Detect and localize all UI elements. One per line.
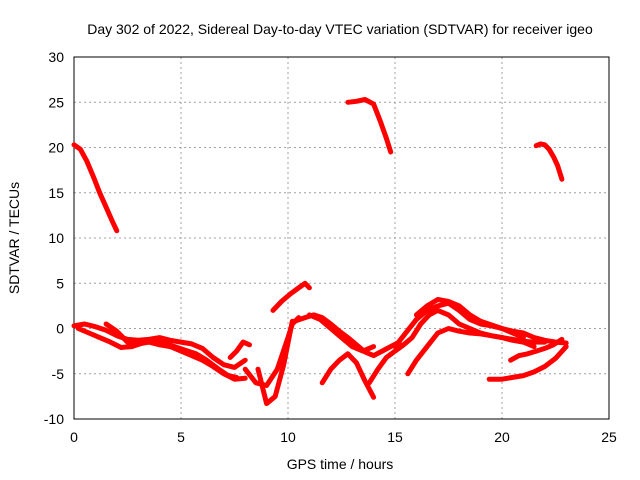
y-tick-label: 30 bbox=[48, 49, 64, 65]
series-arc-6 bbox=[103, 321, 248, 382]
y-tick-label: 15 bbox=[48, 185, 64, 201]
series-arc-13 bbox=[319, 351, 377, 400]
x-tick-label: 15 bbox=[387, 429, 403, 445]
series-arc-17 bbox=[413, 297, 569, 346]
series-arc-10 bbox=[270, 280, 312, 313]
grid-lines bbox=[74, 57, 609, 419]
plot-frame bbox=[73, 56, 610, 420]
series-arc-7 bbox=[227, 339, 252, 360]
x-tick-label: 25 bbox=[601, 429, 617, 445]
series-arc-1 bbox=[71, 142, 120, 234]
chart-title: Day 302 of 2022, Sidereal Day-to-day VTE… bbox=[87, 21, 593, 37]
y-tick-label: 25 bbox=[48, 94, 64, 110]
x-tick-label: 0 bbox=[70, 429, 78, 445]
y-tick-label: 20 bbox=[48, 140, 64, 156]
series-arc-19 bbox=[508, 336, 565, 363]
series-arc-16 bbox=[405, 326, 537, 377]
y-tick-labels: -10 -5 0 5 10 15 20 25 30 bbox=[44, 49, 64, 427]
x-tick-label: 5 bbox=[177, 429, 185, 445]
series-arc-2 bbox=[345, 97, 394, 155]
y-tick-label: 5 bbox=[56, 275, 64, 291]
series-arc-11 bbox=[291, 312, 402, 359]
data-series bbox=[71, 97, 569, 407]
y-tick-label: -10 bbox=[44, 411, 64, 427]
y-tick-label: 10 bbox=[48, 230, 64, 246]
x-tick-label: 10 bbox=[280, 429, 296, 445]
y-axis-label: SDTVAR / TECUs bbox=[6, 182, 22, 294]
series-arc-18 bbox=[486, 344, 569, 382]
x-tick-label: 20 bbox=[494, 429, 510, 445]
series-arc-3 bbox=[533, 141, 565, 182]
series-arc-12 bbox=[306, 312, 377, 354]
y-tick-label: 0 bbox=[56, 321, 64, 337]
x-axis-label: GPS time / hours bbox=[287, 456, 394, 472]
series-arc-4 bbox=[71, 321, 248, 370]
series-arc-9 bbox=[255, 318, 295, 407]
x-tick-labels: 0 5 10 15 20 25 bbox=[70, 429, 617, 445]
y-tick-label: -5 bbox=[52, 366, 65, 382]
